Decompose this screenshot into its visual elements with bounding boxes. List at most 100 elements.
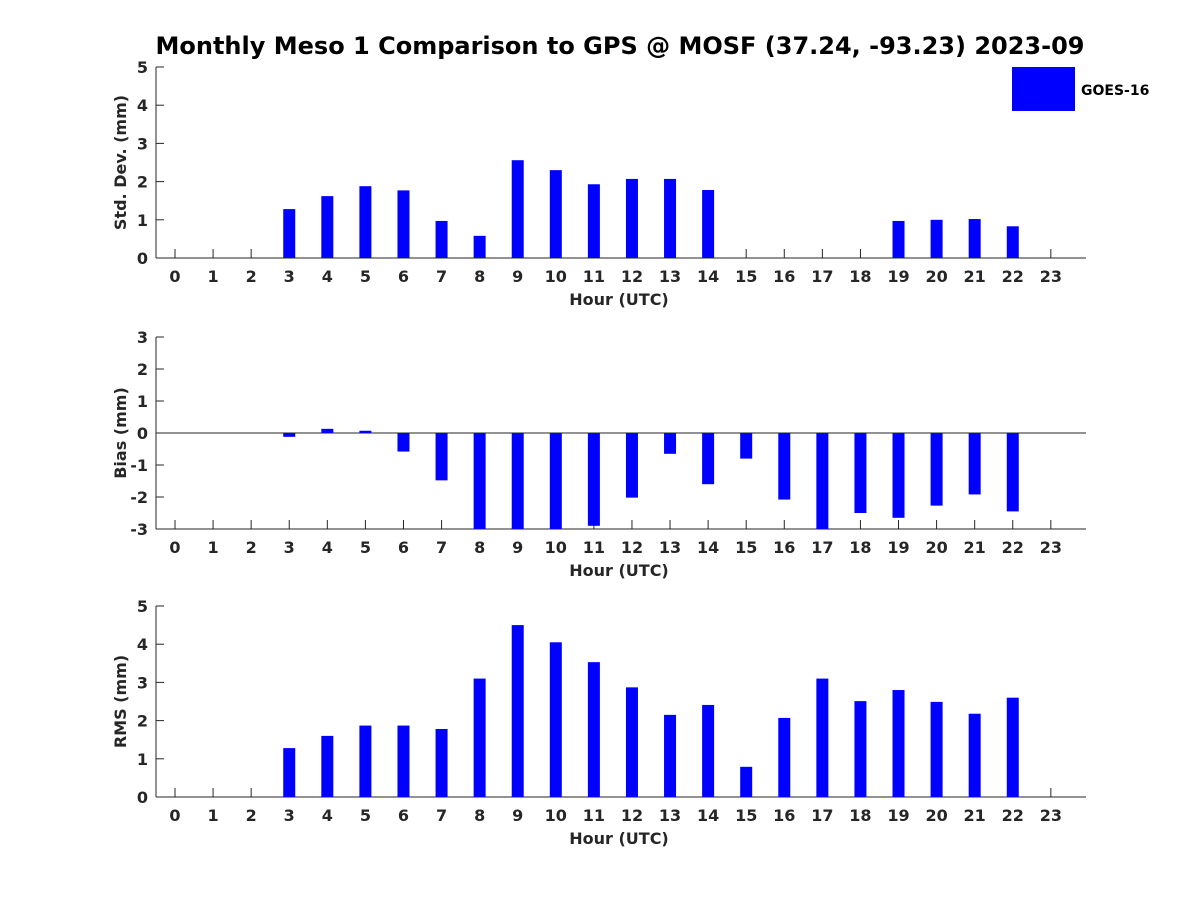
y-axis-label: Std. Dev. (mm) [111,95,130,230]
y-tick-label: 2 [137,712,148,731]
x-tick-label: 2 [246,806,257,825]
x-tick-label: 18 [849,267,871,286]
bar-hour-17 [816,433,829,529]
bar-hour-18 [854,701,867,797]
x-tick-label: 6 [398,806,409,825]
x-tick-label: 11 [583,267,605,286]
x-tick-label: 22 [1002,538,1024,557]
bar-hour-9 [511,433,524,529]
x-axis-label: Hour (UTC) [569,290,669,309]
x-tick-label: 14 [697,538,719,557]
bar-hour-3 [283,433,296,437]
x-tick-label: 20 [925,806,947,825]
x-tick-label: 9 [512,267,523,286]
x-tick-label: 15 [735,806,757,825]
x-tick-label: 8 [474,538,485,557]
x-tick-label: 8 [474,267,485,286]
x-tick-label: 7 [436,538,447,557]
y-tick-label: 1 [137,211,148,230]
x-tick-label: 23 [1040,267,1062,286]
y-tick-label: 4 [137,96,148,115]
bar-hour-10 [549,433,562,529]
bar-hour-22 [1006,697,1019,797]
x-tick-label: 19 [887,538,909,557]
x-tick-label: 3 [284,267,295,286]
bar-hour-8 [473,433,486,529]
bar-hour-16 [778,433,791,500]
bar-hour-7 [435,729,448,797]
x-tick-label: 7 [436,267,447,286]
x-tick-label: 10 [545,806,567,825]
bar-hour-20 [930,433,943,506]
x-tick-label: 16 [773,267,795,286]
x-tick-label: 12 [621,538,643,557]
x-tick-label: 18 [849,538,871,557]
bar-hour-15 [740,433,753,459]
bar-hour-11 [587,184,600,258]
bar-hour-22 [1006,433,1019,512]
x-tick-label: 0 [169,267,180,286]
x-tick-label: 21 [964,267,986,286]
y-tick-label: 5 [137,58,148,77]
bar-hour-20 [930,701,943,797]
legend: GOES-16 [1012,67,1149,111]
bar-hour-16 [778,717,791,797]
x-tick-label: 4 [322,267,333,286]
y-tick-label: 0 [137,249,148,268]
y-tick-label: 0 [137,788,148,807]
bar-hour-21 [968,713,981,797]
x-tick-label: 18 [849,806,871,825]
bar-hour-7 [435,220,448,258]
y-axis-label: Bias (mm) [111,387,130,479]
y-tick-label: 0 [137,424,148,443]
y-tick-label: -2 [130,488,148,507]
x-tick-label: 23 [1040,538,1062,557]
bar-hour-17 [816,678,829,797]
bar-hour-8 [473,678,486,797]
bar-hour-11 [587,662,600,797]
bar-hour-10 [549,170,562,258]
x-tick-label: 0 [169,806,180,825]
x-tick-label: 5 [360,538,371,557]
bar-hour-12 [625,178,638,258]
x-tick-label: 5 [360,806,371,825]
x-tick-label: 1 [208,538,219,557]
x-tick-label: 17 [811,538,833,557]
x-tick-label: 0 [169,538,180,557]
x-tick-label: 2 [246,538,257,557]
x-tick-label: 5 [360,267,371,286]
x-tick-label: 19 [887,267,909,286]
x-tick-label: 7 [436,806,447,825]
bar-hour-8 [473,235,486,258]
x-axis-label: Hour (UTC) [569,829,669,848]
y-tick-label: 2 [137,360,148,379]
x-tick-label: 10 [545,538,567,557]
bar-hour-4 [321,196,334,258]
bar-hour-3 [283,209,296,258]
bar-hour-12 [625,433,638,498]
bar-hour-14 [702,704,715,797]
y-tick-label: -1 [130,456,148,475]
x-axis-label: Hour (UTC) [569,561,669,580]
y-tick-label: 1 [137,392,148,411]
x-tick-label: 2 [246,267,257,286]
bar-hour-19 [892,220,905,258]
bar-hour-6 [397,433,410,452]
bar-hour-4 [321,735,334,797]
bar-hour-6 [397,725,410,797]
y-tick-label: 4 [137,635,148,654]
x-tick-label: 23 [1040,806,1062,825]
x-tick-label: 15 [735,538,757,557]
x-tick-label: 20 [925,267,947,286]
x-tick-label: 12 [621,806,643,825]
y-tick-label: -3 [130,520,148,539]
legend-label: GOES-16 [1081,83,1149,99]
x-tick-label: 20 [925,538,947,557]
x-tick-label: 4 [322,806,333,825]
x-tick-label: 14 [697,267,719,286]
